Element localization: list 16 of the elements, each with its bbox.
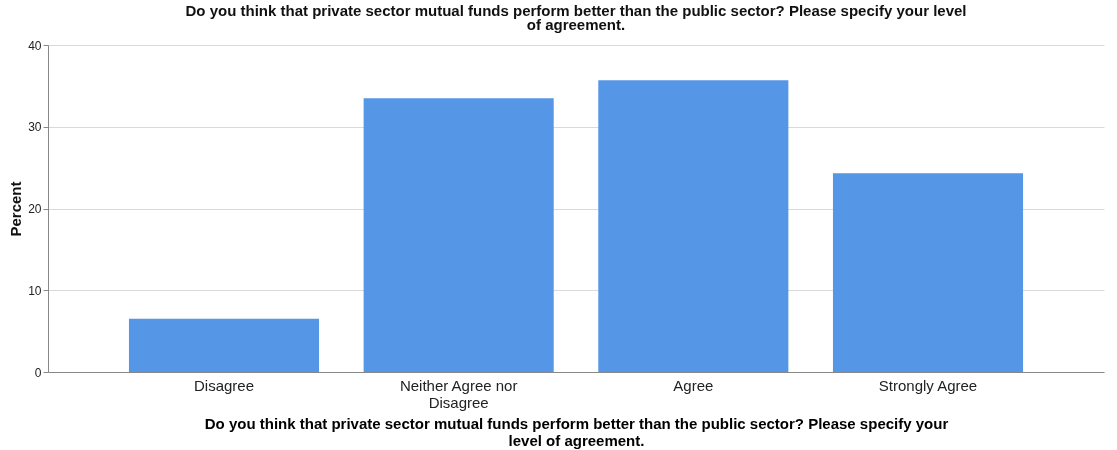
y-tick-label: 40	[28, 38, 42, 53]
bar	[832, 173, 1024, 372]
y-tick-label: 20	[28, 202, 42, 216]
x-tick-label: Agree	[673, 376, 714, 394]
bar	[598, 80, 789, 372]
bar	[128, 318, 320, 372]
bar	[363, 98, 554, 372]
y-axis-title: Percent	[7, 181, 25, 237]
x-tick-label: Strongly Agree	[878, 376, 978, 394]
chart-title: Do you think that private sector mutual funds perform better than the public sector? Please specify your level of agreement.	[185, 2, 967, 33]
x-tick-label: Disagree	[193, 376, 255, 394]
y-tick-label: 10	[28, 283, 42, 298]
y-tick-label: 0	[34, 365, 42, 380]
x-tick-label: Neither Agree nor Disagree	[399, 376, 518, 411]
y-tick-label: 30	[28, 120, 42, 135]
x-axis-title: Do you think that private sector mutual funds perform better than the public sector? Please specify your level of agreement.	[204, 414, 949, 449]
